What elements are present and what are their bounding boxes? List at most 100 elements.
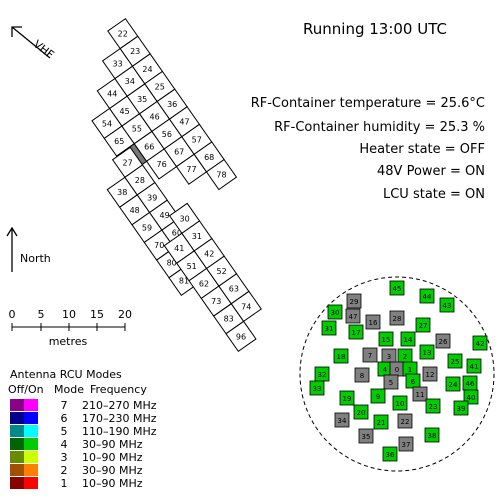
legend-on-swatch [24, 451, 38, 463]
scale-tick-label: 20 [118, 308, 132, 321]
hba-tile: 96 [225, 320, 257, 353]
legend-on-swatch [24, 399, 38, 411]
legend-frequency: 210–270 MHz [82, 399, 157, 412]
hba-tile: 74 [230, 290, 262, 323]
lba-antenna-box [425, 398, 441, 414]
lba-antenna-box [348, 324, 364, 340]
lba-antenna: 42 [472, 335, 488, 351]
hba-tile-label: 44 [107, 90, 117, 99]
lba-antenna: 28 [389, 310, 405, 326]
lba-antenna-box [362, 347, 378, 363]
legend-off-swatch [10, 464, 24, 476]
lba-antenna-box [397, 413, 413, 429]
hba-tile-label: 59 [142, 223, 152, 232]
lba-antenna-label: 41 [470, 363, 479, 371]
lba-antenna-box [389, 280, 405, 296]
lba-antenna-label: 9 [376, 393, 380, 401]
hba-tile-label: 45 [119, 107, 129, 116]
lba-antenna: 26 [435, 333, 451, 349]
lba-antenna: 23 [425, 398, 441, 414]
lba-antenna: 27 [415, 317, 431, 333]
hba-tile-box [205, 158, 238, 191]
power-48v: 48V Power = ON [377, 164, 485, 179]
heater-state: Heater state = OFF [359, 142, 485, 157]
lba-antenna: 1 [402, 361, 418, 377]
hba-tile-label: 83 [224, 315, 234, 324]
legend-mode: 5 [60, 425, 68, 438]
hba-tile-label: 65 [114, 137, 124, 146]
hba-tile-label: 35 [137, 95, 147, 104]
hba-tile-label: 34 [125, 77, 135, 86]
lba-antenna-label: 8 [360, 372, 364, 380]
lba-antenna: 25 [447, 353, 463, 369]
lba-antenna-label: 14 [404, 336, 413, 344]
lba-antenna: 5 [383, 374, 399, 390]
lba-antenna: 18 [333, 348, 349, 364]
lcu-state: LCU state = ON [382, 187, 485, 202]
legend-on-swatch [24, 477, 38, 489]
lba-antenna: 22 [397, 413, 413, 429]
lba-antenna-label: 7 [368, 352, 372, 360]
lba-antenna-label: 42 [476, 340, 485, 348]
lba-antenna: 24 [445, 376, 461, 392]
lba-antenna-box [334, 412, 350, 428]
hba-tile: 78 [205, 158, 238, 191]
hba-block: 30 41 31 51 42 62 52 73 63 83 74 96 [163, 202, 262, 353]
lba-antenna-box [445, 376, 461, 392]
hba-tile-label: 22 [118, 30, 128, 39]
hba-tile-label: 31 [192, 232, 202, 241]
lba-antenna-label: 0 [395, 366, 399, 374]
hba-tile-label: 70 [154, 241, 164, 250]
hba-tile-label: 60 [172, 229, 182, 238]
hba-tile-label: 42 [204, 250, 214, 259]
lba-antenna-box [345, 308, 361, 324]
legend-off-swatch [10, 438, 24, 450]
lba-antenna-box [412, 386, 428, 402]
lba-antenna: 6 [405, 373, 421, 389]
hba-tile-label: 54 [102, 119, 112, 128]
hba-tile-label: 28 [135, 176, 145, 185]
hba-tile-label: 76 [156, 160, 166, 169]
lba-antenna-label: 30 [331, 309, 340, 317]
lba-antenna-label: 10 [396, 400, 405, 408]
lba-antenna-box [463, 389, 479, 405]
lba-antenna-label: 1 [408, 366, 412, 374]
hba-tile-label: 41 [174, 244, 184, 253]
lba-antenna-box [466, 358, 482, 374]
hba-tile-label: 51 [187, 262, 197, 271]
lba-antenna-label: 46 [466, 380, 475, 388]
lba-antenna: 21 [373, 414, 389, 430]
hba-tile-label: 68 [204, 153, 214, 162]
lba-antenna-box [398, 436, 414, 452]
lba-antenna-label: 3 [387, 353, 391, 361]
lba-antenna-label: 20 [357, 409, 366, 417]
legend-frequency: 110–190 MHz [82, 425, 157, 438]
hba-tile-label: 78 [216, 171, 226, 180]
lba-antenna: 20 [353, 404, 369, 420]
lba-antenna-label: 13 [423, 349, 432, 357]
lba-antenna: 12 [422, 366, 438, 382]
lba-antenna-label: 5 [389, 379, 393, 387]
hba-tile-label: 73 [211, 297, 221, 306]
legend-off-swatch [10, 425, 24, 437]
scale-unit: metres [49, 335, 88, 348]
scale-tick-label: 15 [90, 308, 104, 321]
lba-antenna: 19 [339, 390, 355, 406]
lba-antenna-label: 18 [337, 353, 346, 361]
lba-antenna: 38 [424, 427, 440, 443]
hba-tile-label: 52 [216, 267, 226, 276]
hba-tile-label: 23 [130, 47, 140, 56]
hba-tile-label: 57 [192, 135, 202, 144]
lba-antenna-box [400, 331, 416, 347]
scale-bar [11, 323, 126, 331]
lba-antenna-label: 31 [325, 325, 334, 333]
north-arrow-icon [6, 226, 18, 272]
lba-antenna-label: 47 [349, 313, 358, 321]
lba-antenna-box [346, 293, 362, 309]
legend-frequency: 10–90 MHz [82, 451, 143, 464]
hba-tile-label: 55 [132, 125, 142, 134]
lba-antenna-box [392, 395, 408, 411]
lba-antenna-label: 15 [382, 336, 391, 344]
lba-antenna-box [419, 344, 435, 360]
